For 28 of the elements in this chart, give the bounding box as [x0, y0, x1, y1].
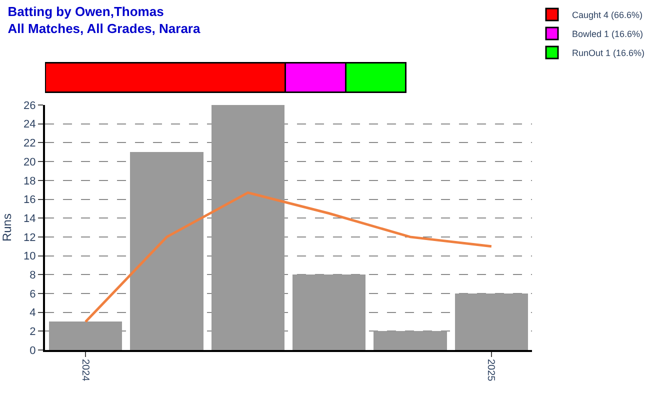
x-tick-label: 2024 — [79, 359, 90, 382]
bar — [49, 322, 122, 350]
y-tick-label: 14 — [24, 212, 36, 225]
y-tick-label: 24 — [24, 118, 36, 131]
y-tick-label: 18 — [24, 175, 36, 188]
y-tick-label: 8 — [30, 269, 36, 282]
y-tick-label: 12 — [24, 232, 36, 244]
bar — [292, 274, 366, 350]
y-axis-title: Runs — [0, 214, 14, 242]
legend-label: Caught 4 (66.6%) — [572, 10, 643, 20]
y-tick-label: 2 — [30, 326, 36, 338]
y-tick-label: 0 — [30, 344, 36, 357]
chart-title: Batting by Owen,Thomas All Matches, All Grades, Narara — [8, 4, 201, 36]
y-tick-label: 20 — [24, 156, 36, 168]
bar — [374, 331, 447, 350]
line-series — [84, 191, 493, 323]
bar — [130, 152, 204, 350]
bar — [454, 293, 528, 350]
bar — [211, 105, 284, 350]
legend-label: Bowled 1 (16.6%) — [572, 29, 644, 40]
y-tick-label: 10 — [24, 250, 36, 263]
y-tick-label: 22 — [24, 138, 36, 150]
y-tick-label: 16 — [24, 194, 36, 206]
y-tick-label: 6 — [30, 288, 36, 300]
y-tick-label: 26 — [24, 100, 36, 112]
legend-label: RunOut 1 (16.6%) — [572, 48, 645, 58]
y-tick-label: 4 — [30, 307, 36, 320]
x-tick-label: 2025 — [485, 359, 496, 382]
